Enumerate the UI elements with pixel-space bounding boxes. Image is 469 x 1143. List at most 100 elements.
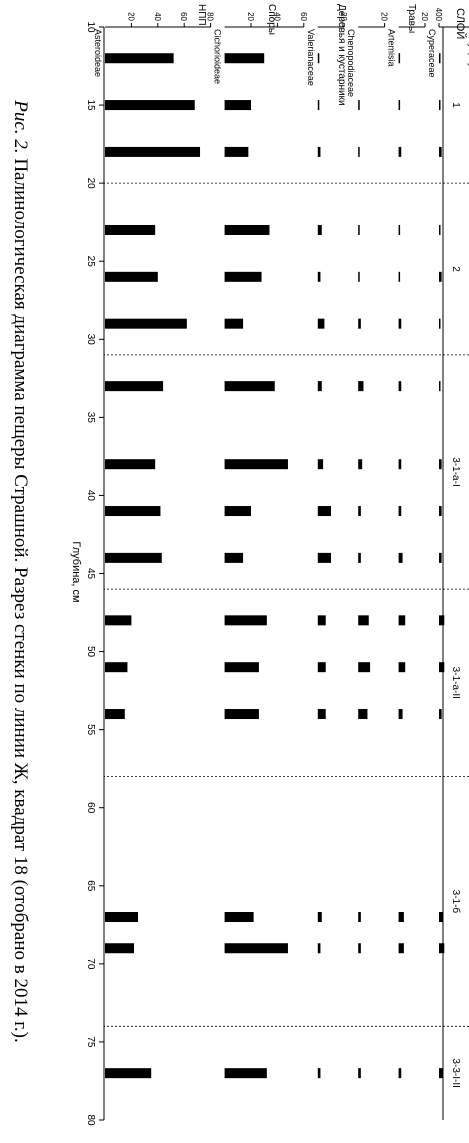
bar [105, 943, 135, 954]
bar [438, 459, 442, 470]
panel-tick-label: 60 [299, 12, 308, 21]
panel-cyperaceae: Cyperaceae [427, 26, 466, 1079]
depth-tick-label: 75 [85, 1036, 96, 1048]
panel-artemisia: 20 Artemisia [387, 12, 429, 1079]
bar [105, 53, 174, 64]
bar [317, 662, 326, 673]
bar [224, 146, 249, 157]
caption-prefix: Рис. 2. [10, 100, 31, 154]
bar [224, 912, 254, 923]
bar [438, 271, 442, 282]
bar [104, 709, 125, 720]
panel-tick-label: 40 [153, 12, 162, 21]
bar [317, 943, 321, 954]
bar [358, 381, 364, 392]
depth-axis: 10 15 20 25 30 35 40 45 50 55 60 65 70 75 80 Глубина, с… [70, 21, 105, 1126]
bar [105, 506, 161, 517]
caption-text: Палинологическая диаграмма пещеры Страшн… [10, 158, 31, 1043]
bar [105, 146, 201, 157]
bar [224, 53, 265, 64]
bar [224, 662, 259, 673]
panel-tick-label: 400 [434, 8, 443, 22]
bar [105, 662, 128, 673]
bar [358, 224, 360, 235]
bar [317, 912, 322, 923]
bar [105, 318, 187, 329]
bar [438, 146, 442, 157]
figure-caption: Рис. 2. Палинологическая диаграмма пещер… [9, 0, 31, 1143]
depth-axis-title: Глубина, см [70, 541, 82, 602]
panel-tick-label: 40 [272, 12, 281, 21]
bar [224, 381, 275, 392]
panel-cichorioideae: 20 40 60 Cichorioideae [213, 12, 308, 1079]
bar [105, 912, 138, 923]
panel-chenopodiaceae: 20 Chenopodiaceae [346, 12, 389, 1079]
bar [398, 146, 402, 157]
bar [398, 459, 402, 470]
bar [398, 224, 401, 235]
depth-tick-label: 45 [85, 568, 96, 580]
depth-tick-label: 60 [85, 802, 96, 814]
bar [439, 912, 443, 923]
layer-label: 1 [450, 102, 461, 108]
bar [105, 459, 156, 470]
bar [398, 912, 404, 923]
taxon-label: Asteroideae [93, 29, 103, 77]
bar [398, 318, 402, 329]
bar [105, 552, 162, 563]
bar [104, 271, 158, 282]
bar [398, 943, 404, 954]
bar [317, 615, 326, 626]
bar [398, 53, 401, 64]
taxon-label: Chenopodiaceae [346, 29, 356, 97]
bar [358, 271, 360, 282]
bar [438, 709, 442, 720]
bar [439, 100, 441, 111]
bar [317, 506, 331, 517]
bar [358, 943, 361, 954]
bar [224, 943, 288, 954]
depth-tick-label: 40 [85, 490, 96, 502]
depth-tick-label: 65 [85, 880, 96, 892]
depth-tick-label: 30 [85, 334, 96, 346]
bar [358, 1068, 361, 1079]
layer-column: СЛОЙ 1 2 3-1-а-I 3-1-а-II 3-1-б 3-3-I-II [104, 8, 469, 1120]
bar [317, 318, 325, 329]
taxon-label: Artemisia [387, 29, 397, 67]
bar [398, 381, 402, 392]
panel-tick-label: 20 [420, 12, 429, 21]
bar [358, 662, 371, 673]
bar [317, 709, 326, 720]
bar [317, 100, 320, 111]
bar [224, 709, 259, 720]
depth-tick-label: 20 [85, 178, 96, 190]
taxon-label: Cichorioideae [213, 29, 223, 84]
panel-tick-label: 60 [179, 12, 188, 21]
bar [105, 1068, 152, 1079]
depth-tick-label: 50 [85, 646, 96, 658]
bar [224, 100, 251, 111]
bar [358, 552, 361, 563]
bar [398, 615, 406, 626]
panel-caryophyllaceae: Caryophyllaceae [467, 29, 469, 96]
panel-tick-label: 20 [339, 12, 348, 21]
panel-tick-label: 80 [206, 12, 215, 21]
taxon-label: Cyperaceae [427, 29, 437, 78]
bar [224, 552, 244, 563]
bar [358, 709, 368, 720]
bar [104, 615, 132, 626]
depth-tick-label: 80 [85, 1114, 96, 1126]
depth-tick-label: 35 [85, 412, 96, 424]
layers-title: СЛОЙ [454, 8, 467, 39]
depth-tick-label: 10 [85, 21, 96, 33]
group-labels: Травы Деревья и кустарники Споры НПП [196, 4, 417, 106]
bar [439, 1068, 443, 1079]
layer-label: 3-3-I-II [450, 1058, 461, 1087]
bar [224, 615, 267, 626]
bar [398, 506, 402, 517]
layer-label: 3-1-б [450, 890, 462, 914]
layer-label: 3-1-а-II [450, 667, 461, 699]
bar [317, 146, 321, 157]
